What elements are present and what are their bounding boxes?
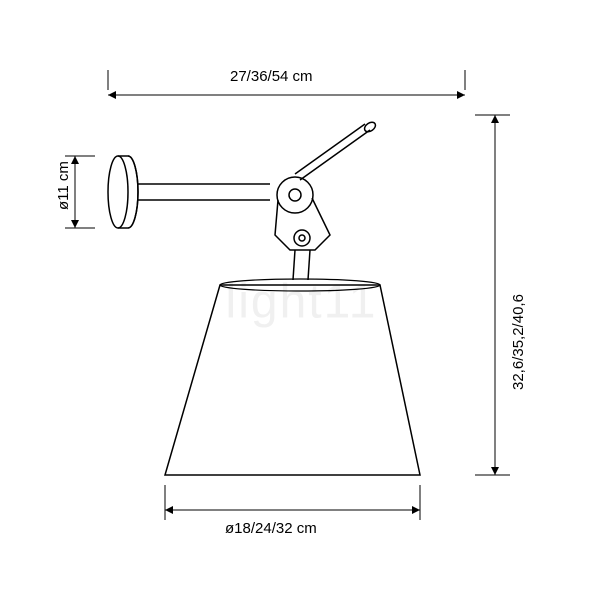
lamp-shade <box>165 279 420 475</box>
lamp-diagram <box>0 0 603 603</box>
wall-plate <box>108 156 138 228</box>
dim-right-group <box>475 115 510 475</box>
joint-assembly <box>275 120 377 280</box>
dim-left-group <box>65 156 95 228</box>
dim-top-group <box>108 70 465 99</box>
arm-stem <box>138 184 270 200</box>
dim-bottom-group <box>165 485 420 520</box>
